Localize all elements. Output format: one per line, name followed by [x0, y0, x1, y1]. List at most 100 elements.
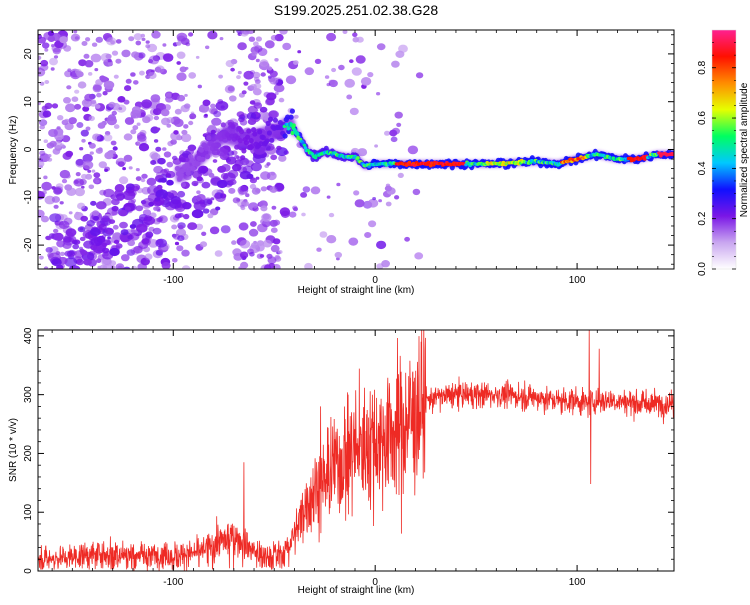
noise-blob — [374, 144, 378, 148]
band-blob — [246, 173, 254, 179]
band-blob — [65, 228, 77, 237]
noise-blob — [96, 258, 102, 264]
y-tick-label: -20 — [23, 237, 34, 252]
noise-blob — [141, 99, 153, 109]
colorbar-frame — [711, 29, 737, 270]
noise-blob — [81, 173, 88, 180]
band-blob — [266, 92, 277, 101]
band-blob — [135, 205, 144, 212]
band-blob — [225, 158, 232, 163]
noise-blob — [53, 228, 59, 234]
ridge-outer — [185, 170, 191, 176]
noise-blob — [47, 35, 56, 43]
x-tick-label: -100 — [163, 577, 183, 588]
band-blob — [211, 117, 222, 126]
snr-panel: -100 0 100 0 100 200 300 400 Height of straight… — [8, 327, 675, 596]
noise-blob — [368, 220, 377, 228]
noise-blob — [180, 133, 192, 143]
spectrogram-data — [38, 30, 674, 297]
noise-blob — [304, 67, 314, 76]
band-blob — [141, 238, 150, 245]
noise-blob — [42, 110, 52, 118]
band-blob — [45, 235, 51, 240]
noise-blob — [248, 36, 256, 42]
noise-blob — [220, 225, 231, 234]
noise-blob — [172, 258, 178, 263]
noise-blob — [153, 115, 160, 121]
band-blob — [196, 176, 203, 182]
band-blob — [102, 242, 108, 247]
noise-blob — [310, 186, 321, 195]
band-blob — [119, 221, 128, 229]
band-blob — [123, 266, 131, 269]
noise-blob — [150, 94, 161, 103]
noise-blob — [94, 68, 99, 72]
noise-blob — [96, 92, 102, 98]
ridge-outer — [195, 161, 201, 167]
noise-blob — [115, 58, 122, 64]
noise-blob — [104, 168, 109, 172]
noise-blob — [180, 104, 190, 113]
noise-blob — [255, 176, 260, 180]
snr-xlabel: Height of straight line (km) — [298, 585, 415, 596]
noise-blob — [376, 240, 387, 250]
ridge-peak — [295, 131, 300, 136]
ridge-outer — [180, 182, 186, 188]
band-blob — [77, 226, 86, 233]
ridge-outer — [198, 147, 205, 153]
band-blob — [39, 289, 49, 297]
noise-blob — [162, 147, 167, 151]
noise-blob — [277, 250, 283, 254]
noise-blob — [195, 223, 204, 230]
noise-blob — [165, 92, 172, 98]
band-blob — [210, 129, 216, 134]
band-blob — [105, 227, 114, 235]
noise-blob — [240, 261, 249, 269]
noise-blob — [209, 226, 220, 235]
noise-blob — [205, 45, 210, 50]
ridge-outer — [248, 138, 254, 144]
noise-blob — [44, 80, 50, 84]
noise-blob — [207, 213, 214, 219]
noise-blob — [160, 109, 170, 117]
noise-blob — [271, 205, 277, 210]
band-blob — [81, 280, 89, 286]
band-blob — [155, 238, 167, 248]
noise-blob — [71, 96, 79, 102]
ridge-outer — [200, 156, 206, 162]
chart-title: S199.2025.251.02.38.G28 — [274, 2, 438, 18]
band-blob — [250, 162, 262, 172]
noise-blob — [184, 93, 188, 97]
noise-blob — [128, 36, 135, 42]
noise-blob — [407, 145, 419, 155]
noise-blob — [85, 126, 91, 131]
band-blob — [113, 239, 120, 244]
noise-blob — [344, 78, 356, 88]
noise-blob — [108, 101, 116, 108]
band-blob — [73, 178, 85, 187]
noise-blob — [88, 72, 93, 76]
y-tick-label: 0 — [23, 146, 34, 152]
noise-blob — [218, 74, 224, 79]
noise-blob — [166, 161, 174, 168]
noise-blob — [38, 39, 41, 44]
ridge-outer — [237, 138, 243, 144]
noise-blob — [90, 99, 97, 105]
noise-blob — [49, 140, 57, 147]
noise-blob — [173, 118, 184, 128]
noise-blob — [102, 91, 108, 96]
band-blob — [108, 219, 116, 225]
noise-blob — [389, 129, 398, 137]
noise-blob — [81, 138, 86, 143]
noise-blob — [39, 119, 48, 126]
noise-blob — [260, 205, 268, 212]
noise-blob — [324, 75, 330, 79]
noise-blob — [130, 109, 141, 119]
noise-blob — [412, 188, 421, 196]
band-blob — [160, 177, 167, 183]
noise-blob — [404, 236, 410, 242]
noise-blob — [257, 48, 268, 56]
band-blob — [177, 225, 184, 230]
band-blob — [193, 201, 206, 211]
